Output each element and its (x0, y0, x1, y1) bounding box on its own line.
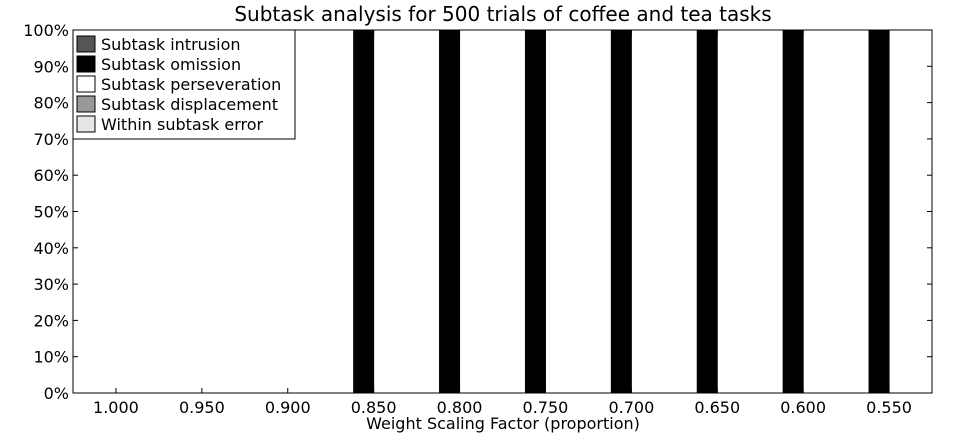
legend-label-0: Subtask intrusion (101, 35, 241, 54)
legend-swatch-1 (76, 55, 96, 73)
y-tick-label-0: 0% (44, 384, 69, 403)
x-axis-label: Weight Scaling Factor (proportion) (366, 414, 640, 433)
chart-title: Subtask analysis for 500 trials of coffe… (234, 2, 771, 26)
y-tick-label-10: 100% (23, 21, 69, 40)
x-tick-label-5: 0.750 (523, 398, 569, 417)
x-tick-label-2: 0.900 (265, 398, 311, 417)
y-tick-label-7: 70% (33, 130, 69, 149)
bar-g0-s1-c7 (696, 29, 718, 394)
y-tick-label-3: 30% (33, 275, 69, 294)
x-tick-label-3: 0.850 (351, 398, 397, 417)
x-tick-label-6: 0.700 (608, 398, 654, 417)
bar-g0-s1-c9 (868, 29, 890, 394)
x-tick-label-8: 0.600 (780, 398, 826, 417)
legend-label-1: Subtask omission (101, 55, 241, 74)
y-tick-label-1: 10% (33, 348, 69, 367)
y-tick-label-9: 90% (33, 57, 69, 76)
bar-g0-s1-c3 (353, 29, 375, 394)
x-tick-label-1: 0.950 (179, 398, 225, 417)
legend-swatch-0 (76, 35, 96, 53)
x-tick-label-0: 1.000 (93, 398, 139, 417)
y-tick-label-6: 60% (33, 166, 69, 185)
bar-g0-s1-c8 (782, 29, 804, 394)
bar-g0-s1-c6 (610, 29, 632, 394)
bar-g0-s1-c5 (524, 29, 546, 394)
legend-swatch-2 (76, 75, 96, 93)
y-tick-label-2: 20% (33, 311, 69, 330)
y-axis: 0% 10% 20% 30% 40% 50% 60% 70% 80% 90% 100% (23, 21, 932, 403)
y-tick-label-5: 50% (33, 203, 69, 222)
legend-box (72, 29, 296, 140)
legend-label-4: Within subtask error (101, 115, 264, 134)
legend-swatch-4 (76, 115, 96, 133)
x-axis: 1.000 0.950 0.900 0.850 0.800 0.750 0.700 0.650… (93, 30, 912, 417)
bar-g0-s1-c4 (439, 29, 461, 394)
y-tick-label-8: 80% (33, 94, 69, 113)
y-tick-label-4: 40% (33, 239, 69, 258)
x-tick-label-7: 0.650 (694, 398, 740, 417)
legend-label-2: Subtask perseveration (101, 75, 281, 94)
bars-layer (353, 29, 890, 394)
x-tick-label-4: 0.800 (437, 398, 483, 417)
x-tick-label-9: 0.550 (866, 398, 912, 417)
legend-swatch-3 (76, 95, 96, 113)
legend-label-3: Subtask displacement (101, 95, 278, 114)
